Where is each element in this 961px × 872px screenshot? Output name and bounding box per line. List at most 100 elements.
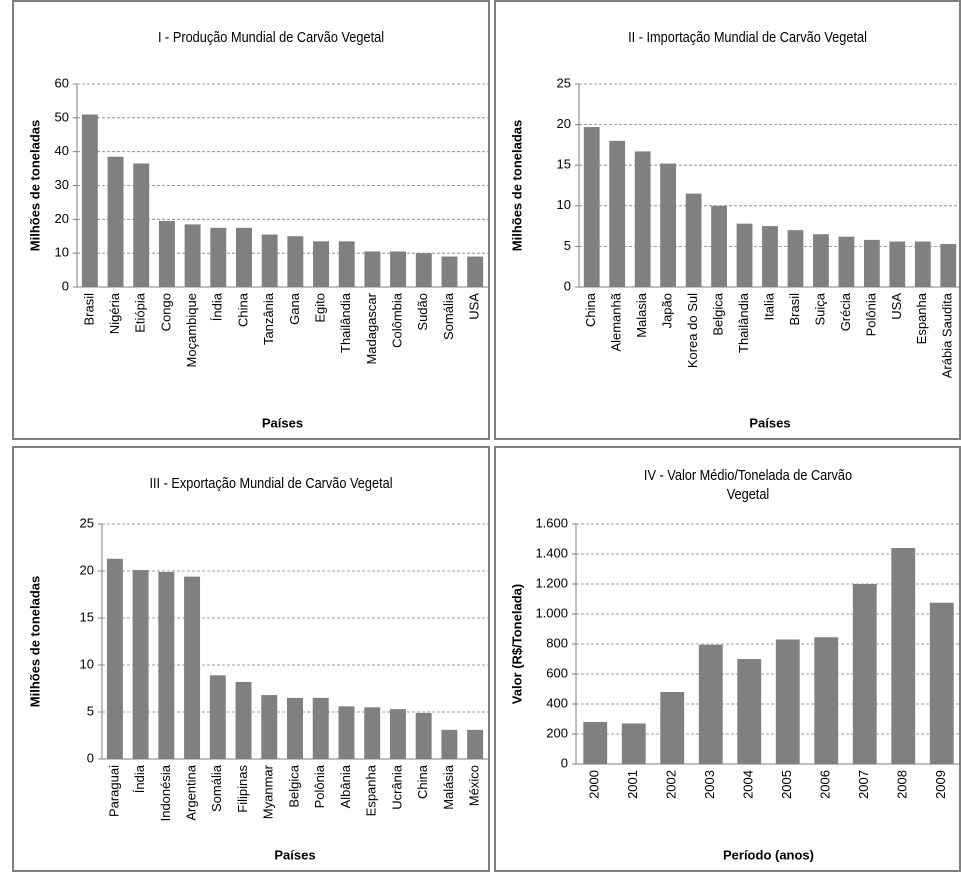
- bar: [390, 251, 407, 287]
- x-tick-label: 2004: [741, 770, 756, 799]
- x-tick-label: Albânia: [338, 764, 353, 808]
- bar: [364, 251, 381, 287]
- y-tick-label: 400: [546, 695, 568, 710]
- x-tick-label: Thailândia: [338, 292, 353, 353]
- y-tick-label: 20: [557, 116, 571, 131]
- bar: [621, 723, 646, 764]
- bar: [891, 548, 916, 764]
- bar: [107, 156, 124, 287]
- x-tick-label: Índia: [132, 764, 147, 793]
- x-tick-label: USA: [889, 293, 904, 320]
- x-tick-label: Egito: [312, 293, 327, 323]
- x-tick-label: Suiça: [812, 292, 827, 325]
- bar: [389, 709, 406, 759]
- bar: [467, 256, 484, 287]
- y-tick-label: 10: [557, 197, 571, 212]
- bar: [762, 226, 778, 287]
- bar: [940, 243, 957, 287]
- x-tick-label: Ucrânia: [389, 764, 404, 810]
- x-axis-label: Países: [274, 847, 315, 862]
- x-tick-label: 2008: [895, 770, 910, 799]
- y-tick-label: 40: [55, 143, 69, 158]
- x-tick-label: Italia: [761, 292, 776, 320]
- x-axis-label: Países: [749, 415, 790, 430]
- bar: [158, 571, 175, 759]
- x-tick-label: Espanha: [364, 764, 379, 816]
- y-tick-label: 200: [546, 725, 568, 740]
- x-tick-label: México: [467, 765, 482, 806]
- x-tick-label: 2009: [933, 770, 948, 799]
- bar: [929, 602, 954, 764]
- x-tick-label: Colômbia: [390, 292, 405, 348]
- bar: [813, 234, 829, 287]
- x-tick-label: Korea do Sul: [685, 293, 700, 368]
- x-tick-label: Polônia: [863, 292, 878, 336]
- x-tick-label: Congo: [158, 293, 173, 331]
- x-tick-label: Belgica: [286, 764, 301, 807]
- bar: [787, 230, 804, 287]
- x-tick-label: Etiópia: [133, 292, 148, 333]
- y-axis-label: Valor (R$/Tonelada): [509, 584, 524, 704]
- x-tick-label: Thailândia: [736, 292, 751, 353]
- x-tick-label: Malásia: [441, 764, 456, 810]
- bar: [889, 241, 906, 287]
- x-tick-label: China: [583, 292, 598, 327]
- y-tick-label: 5: [87, 703, 94, 718]
- bar: [698, 644, 723, 764]
- x-tick-label: Gana: [287, 292, 302, 325]
- x-tick-label: Japão: [660, 293, 675, 328]
- bar: [261, 695, 278, 759]
- bar: [583, 722, 608, 764]
- y-tick-label: 800: [546, 635, 568, 650]
- x-tick-label: Arábia Saudita: [940, 292, 955, 378]
- x-tick-label: Alemanhã: [609, 292, 624, 351]
- x-tick-label: Paraguai: [106, 765, 121, 817]
- bar: [660, 163, 677, 287]
- x-tick-label: Somália: [441, 292, 456, 340]
- y-axis-label: Milhões de toneladas: [27, 576, 42, 707]
- bar: [158, 221, 175, 287]
- x-axis-label: Período (anos): [723, 847, 814, 862]
- y-tick-label: 600: [546, 665, 568, 680]
- y-tick-label: 1.000: [535, 605, 568, 620]
- y-tick-label: 15: [557, 157, 571, 172]
- x-tick-label: Nigéria: [107, 292, 122, 334]
- x-tick-label: China: [235, 292, 250, 327]
- x-tick-label: 2005: [779, 770, 794, 799]
- bar: [441, 729, 458, 759]
- y-tick-label: 0: [561, 755, 568, 770]
- bar: [736, 223, 753, 287]
- y-tick-label: 1.200: [535, 575, 568, 590]
- bar: [236, 227, 252, 287]
- x-tick-label: Brasil: [81, 293, 96, 326]
- bar: [863, 239, 880, 287]
- bar: [235, 681, 252, 759]
- bar: [415, 253, 432, 287]
- chart-panel: II - Importação Mundial de Carvão Vegeta…: [494, 0, 961, 440]
- x-tick-label: Polônia: [312, 764, 327, 808]
- chart-panel: IV - Valor Médio/Tonelada de Carvão Vege…: [494, 446, 961, 872]
- x-tick-label: Argentina: [184, 764, 199, 820]
- x-tick-label: Tanzânia: [261, 292, 276, 345]
- x-tick-label: 2007: [856, 770, 871, 799]
- x-tick-label: Malasia: [634, 292, 649, 338]
- y-axis-label: Milhões de toneladas: [27, 120, 42, 251]
- y-tick-label: 60: [55, 75, 69, 90]
- bar: [287, 236, 304, 287]
- bar: [261, 234, 278, 287]
- bar: [338, 706, 355, 759]
- y-tick-label: 5: [564, 238, 571, 253]
- x-tick-label: Moçambique: [184, 293, 199, 367]
- y-tick-label: 20: [80, 562, 94, 577]
- bar: [441, 256, 458, 287]
- chart-title: II - Importação Mundial de Carvão Vegeta…: [628, 29, 867, 46]
- chart-title: III - Exportação Mundial de Carvão Veget…: [149, 475, 393, 492]
- x-tick-label: 2000: [587, 770, 602, 799]
- chart: 0 200 400 600 800 1.000 1.200 1.400 1.600 2000 200…: [509, 515, 959, 862]
- x-tick-label: Espanha: [914, 292, 929, 344]
- bar: [415, 712, 432, 759]
- bar: [660, 692, 685, 764]
- bar: [81, 114, 98, 287]
- bar: [184, 576, 201, 759]
